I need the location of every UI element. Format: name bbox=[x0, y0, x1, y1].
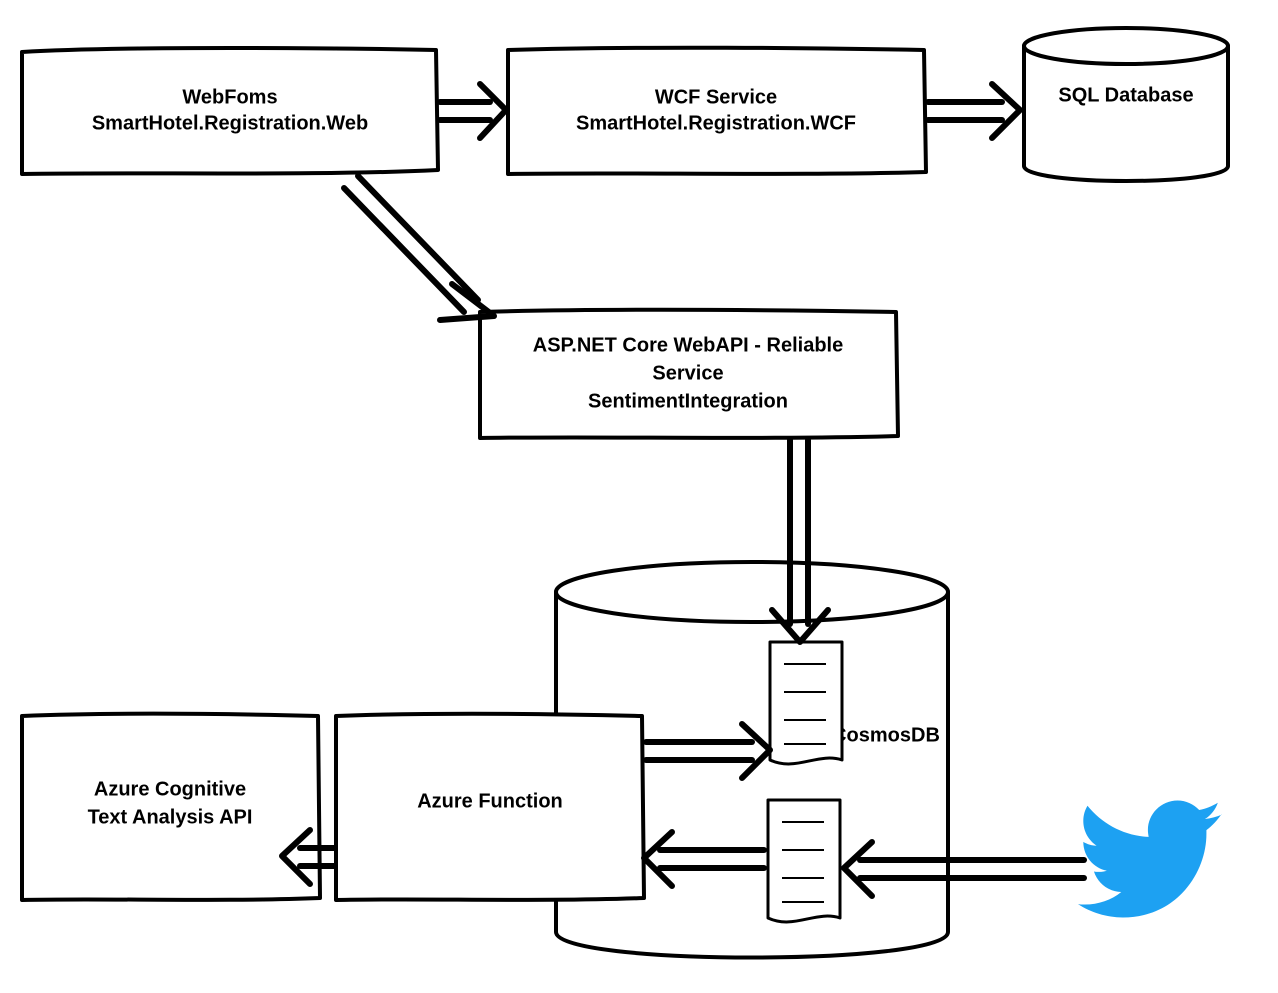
sentiment-line1: ASP.NET Core WebAPI - Reliable bbox=[533, 334, 843, 356]
edge-webforms-wcf bbox=[440, 84, 506, 138]
node-azfunc: Azure Function bbox=[336, 714, 644, 900]
cosmos-line1: CosmosDB bbox=[832, 724, 940, 746]
sqldb-line1: SQL Database bbox=[1058, 84, 1193, 106]
node-wcf: WCF Service SmartHotel.Registration.WCF bbox=[508, 48, 926, 174]
wcf-line1: WCF Service bbox=[655, 86, 777, 108]
cosmos-doc-icon-2 bbox=[768, 800, 840, 922]
webforms-line1: WebFoms bbox=[182, 86, 277, 108]
wcf-line2: SmartHotel.Registration.WCF bbox=[576, 112, 856, 134]
twitter-icon bbox=[1078, 800, 1222, 917]
edge-wcf-sqldb bbox=[928, 84, 1020, 138]
webforms-line2: SmartHotel.Registration.Web bbox=[92, 112, 368, 134]
cognitive-line2: Text Analysis API bbox=[88, 806, 253, 828]
cognitive-line1: Azure Cognitive bbox=[94, 778, 246, 800]
cosmos-doc-icon-1 bbox=[770, 642, 842, 764]
node-cognitive: Azure Cognitive Text Analysis API bbox=[22, 714, 320, 900]
edge-webforms-sentiment bbox=[344, 176, 494, 320]
node-sqldb: SQL Database bbox=[1024, 28, 1228, 181]
sentiment-line2: Service bbox=[652, 362, 723, 384]
node-sentiment: ASP.NET Core WebAPI - Reliable Service S… bbox=[480, 310, 898, 438]
sentiment-line3: SentimentIntegration bbox=[588, 390, 788, 412]
node-webforms: WebFoms SmartHotel.Registration.Web bbox=[22, 48, 438, 174]
azfunc-line1: Azure Function bbox=[417, 790, 563, 812]
